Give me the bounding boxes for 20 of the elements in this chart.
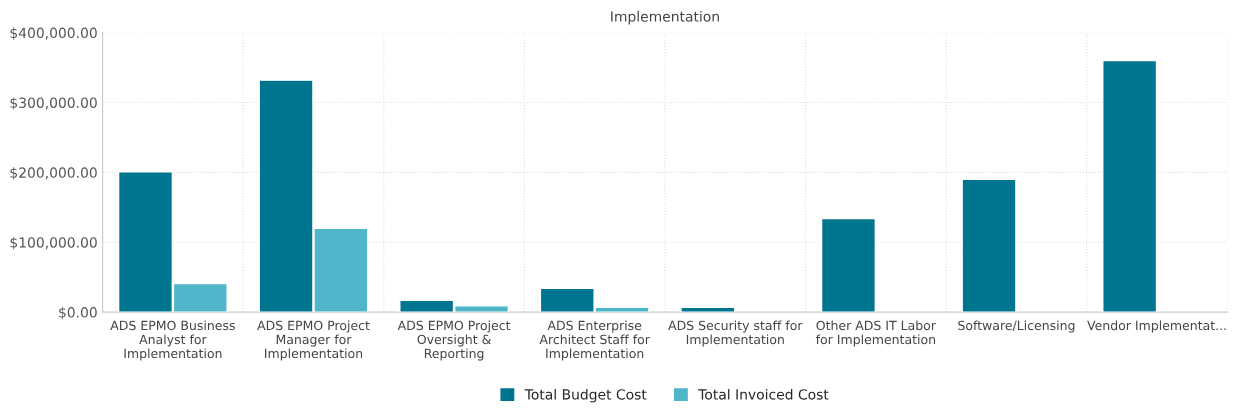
x-tick-label: Other ADS IT Labor for Implementation xyxy=(815,320,936,347)
y-tick-label: $100,000.00 xyxy=(10,236,97,250)
bar xyxy=(1102,59,1158,313)
x-tick-label: ADS EPMO Project Manager for Implementation xyxy=(257,320,370,361)
x-tick-label: ADS EPMO Project Oversight & Reporting xyxy=(397,320,511,361)
x-tick-label: ADS EPMO Business Analyst for Implementation xyxy=(110,320,235,361)
chart-title: Implementation xyxy=(611,10,719,25)
y-tick-label: $300,000.00 xyxy=(10,97,97,110)
x-tick-label: ADS Security staff for Implementation xyxy=(668,320,803,347)
x-tick-label: Software/Licensing xyxy=(958,320,1075,333)
legend-label: Total Invoiced Cost xyxy=(698,388,829,400)
x-tick-label: ADS Enterprise Architect Staff for Implementation xyxy=(539,320,650,361)
y-tick-label: $0.00 xyxy=(59,306,97,320)
legend-label: Total Budget Cost xyxy=(524,388,647,403)
x-tick-label: Vendor Implementat... xyxy=(1087,320,1226,333)
y-tick-label: $200,000.00 xyxy=(10,167,97,180)
bar xyxy=(680,306,736,313)
bar xyxy=(961,178,1017,313)
y-tick-label: $400,000.00 xyxy=(10,27,97,40)
bar xyxy=(820,217,877,313)
